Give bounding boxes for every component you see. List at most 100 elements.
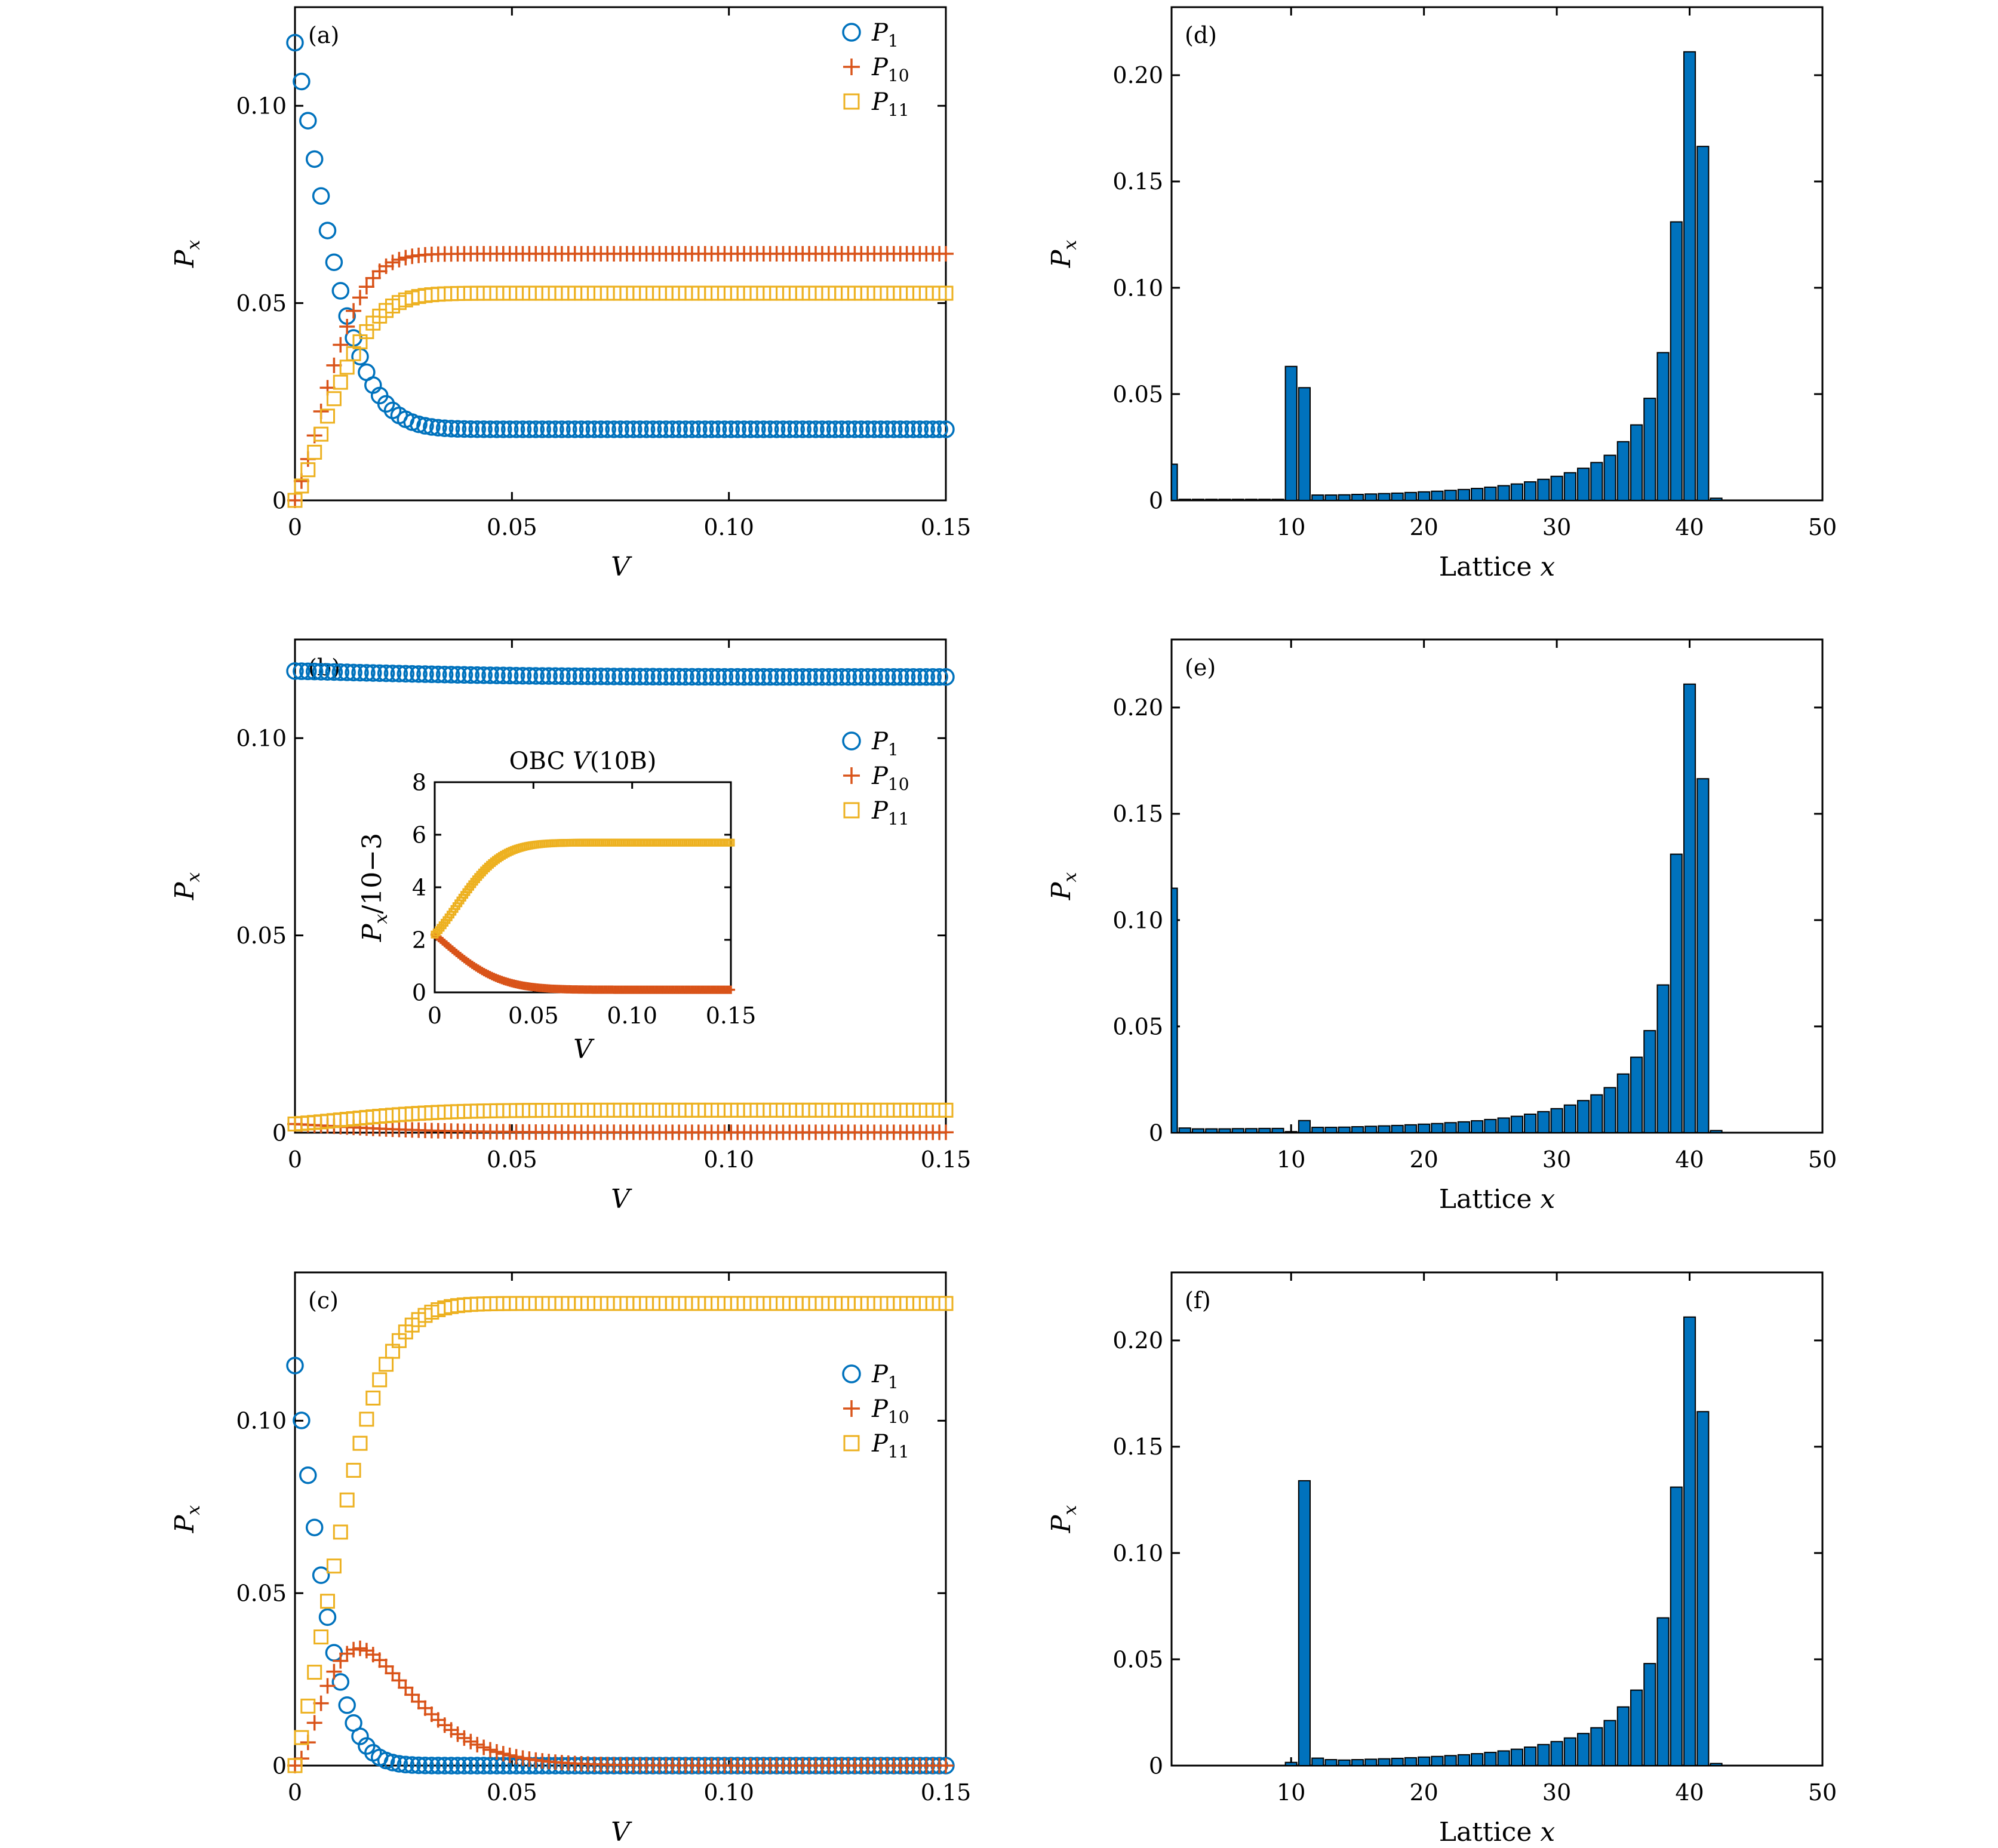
data-point-p1 — [865, 420, 883, 438]
bar — [1218, 1128, 1231, 1134]
data-point-p1 — [917, 668, 936, 686]
y-tick-label: 0.20 — [1112, 62, 1163, 88]
data-point-p1 — [331, 1673, 350, 1691]
inset-point-p11 — [480, 866, 488, 875]
x-tick-label: 40 — [1675, 1146, 1704, 1173]
data-point-p10 — [482, 1742, 498, 1758]
y-tick-label: 0.05 — [236, 923, 287, 949]
bar — [1696, 1411, 1710, 1767]
data-point-p1 — [598, 420, 616, 438]
data-point-p1 — [924, 420, 942, 438]
data-point-p1 — [429, 665, 447, 684]
bar — [1563, 1737, 1576, 1767]
data-point-p1 — [325, 253, 343, 271]
data-point-p11 — [938, 1296, 954, 1311]
data-point-p1 — [800, 668, 818, 686]
data-point-p10 — [938, 1758, 954, 1773]
bar — [1497, 485, 1510, 501]
data-point-p1 — [865, 668, 883, 686]
data-point-p10 — [358, 1643, 374, 1659]
legend-marker-p1 — [842, 23, 861, 42]
data-point-p1 — [429, 419, 447, 437]
y-tick-label: 0.10 — [1112, 275, 1163, 301]
bar — [1298, 1120, 1311, 1134]
data-point-p1 — [416, 665, 434, 683]
data-point-p10 — [352, 1640, 368, 1656]
data-point-p1 — [780, 420, 799, 438]
bar — [1683, 683, 1696, 1133]
bar — [1171, 463, 1178, 501]
bar — [1524, 481, 1537, 502]
series-p11 — [287, 1102, 954, 1131]
bar — [1178, 499, 1191, 502]
bar — [1298, 387, 1311, 501]
data-point-p1 — [859, 420, 877, 438]
data-point-p1 — [390, 1755, 408, 1773]
x-tick-label: 30 — [1542, 1779, 1571, 1806]
x-tick-label: 0.05 — [487, 1779, 537, 1806]
data-point-p1 — [475, 1757, 493, 1775]
data-point-p1 — [598, 668, 616, 685]
data-point-p1 — [663, 420, 681, 438]
bar — [1590, 1094, 1603, 1133]
x-tick-label: 0.10 — [703, 1779, 754, 1806]
data-point-p1 — [442, 1757, 460, 1775]
data-point-p10 — [463, 1733, 479, 1749]
bar — [1324, 1127, 1338, 1133]
bar — [1338, 1759, 1351, 1767]
data-point-p1 — [911, 668, 929, 686]
data-point-p1 — [390, 665, 408, 682]
bar — [1510, 1748, 1523, 1767]
data-point-p1 — [331, 663, 350, 681]
bar — [1391, 1757, 1404, 1766]
data-point-p1 — [813, 668, 831, 686]
bar — [1670, 221, 1683, 501]
data-point-p1 — [807, 420, 825, 438]
data-point-p11 — [339, 359, 355, 375]
panel-label: (a) — [308, 22, 339, 48]
data-point-p1 — [748, 668, 766, 686]
data-point-p1 — [735, 420, 753, 438]
data-point-p10 — [352, 290, 368, 306]
y-tick-label: 0 — [412, 979, 426, 1006]
bar — [1457, 1121, 1470, 1134]
x-tick-label: 0.10 — [703, 1146, 754, 1173]
data-point-p10 — [938, 1124, 954, 1140]
data-point-p1 — [299, 112, 317, 130]
data-point-p1 — [383, 1754, 402, 1772]
data-point-p1 — [325, 663, 343, 681]
data-point-p1 — [631, 420, 649, 438]
bar — [1656, 984, 1670, 1133]
data-point-p1 — [592, 668, 610, 685]
data-point-p10 — [508, 1749, 524, 1765]
data-point-p1 — [839, 420, 857, 438]
data-point-p1 — [820, 668, 838, 686]
series-p11 — [287, 1296, 954, 1773]
bar — [1670, 1486, 1683, 1766]
data-point-p1 — [677, 668, 694, 686]
bar — [1431, 1755, 1444, 1766]
bar — [1616, 441, 1630, 502]
data-point-p10 — [346, 303, 362, 319]
bar — [1524, 1746, 1537, 1766]
data-point-p1 — [403, 665, 421, 683]
data-point-p1 — [742, 668, 760, 686]
data-point-p1 — [423, 1757, 441, 1775]
y-tick-label: 2 — [412, 927, 426, 953]
data-point-p1 — [312, 1566, 330, 1584]
chart-panel-f: 10 20 30 40 50 0 0.05 0.10 0.15 0.20 (f) Lattice x P… — [1046, 1271, 1837, 1847]
x-tick-label: 0.15 — [921, 1779, 972, 1806]
data-point-p1 — [481, 1757, 499, 1775]
data-point-p1 — [846, 668, 864, 686]
bar — [1178, 1127, 1191, 1133]
data-point-p1 — [520, 420, 539, 438]
data-point-p11 — [333, 374, 348, 390]
data-point-p10 — [371, 1652, 388, 1668]
data-point-p1 — [677, 420, 694, 438]
bar — [1351, 1759, 1364, 1766]
data-point-p10 — [385, 254, 401, 270]
data-point-p1 — [488, 666, 506, 684]
data-point-p1 — [897, 668, 916, 686]
data-point-p1 — [670, 420, 688, 438]
data-point-p1 — [305, 1518, 324, 1536]
